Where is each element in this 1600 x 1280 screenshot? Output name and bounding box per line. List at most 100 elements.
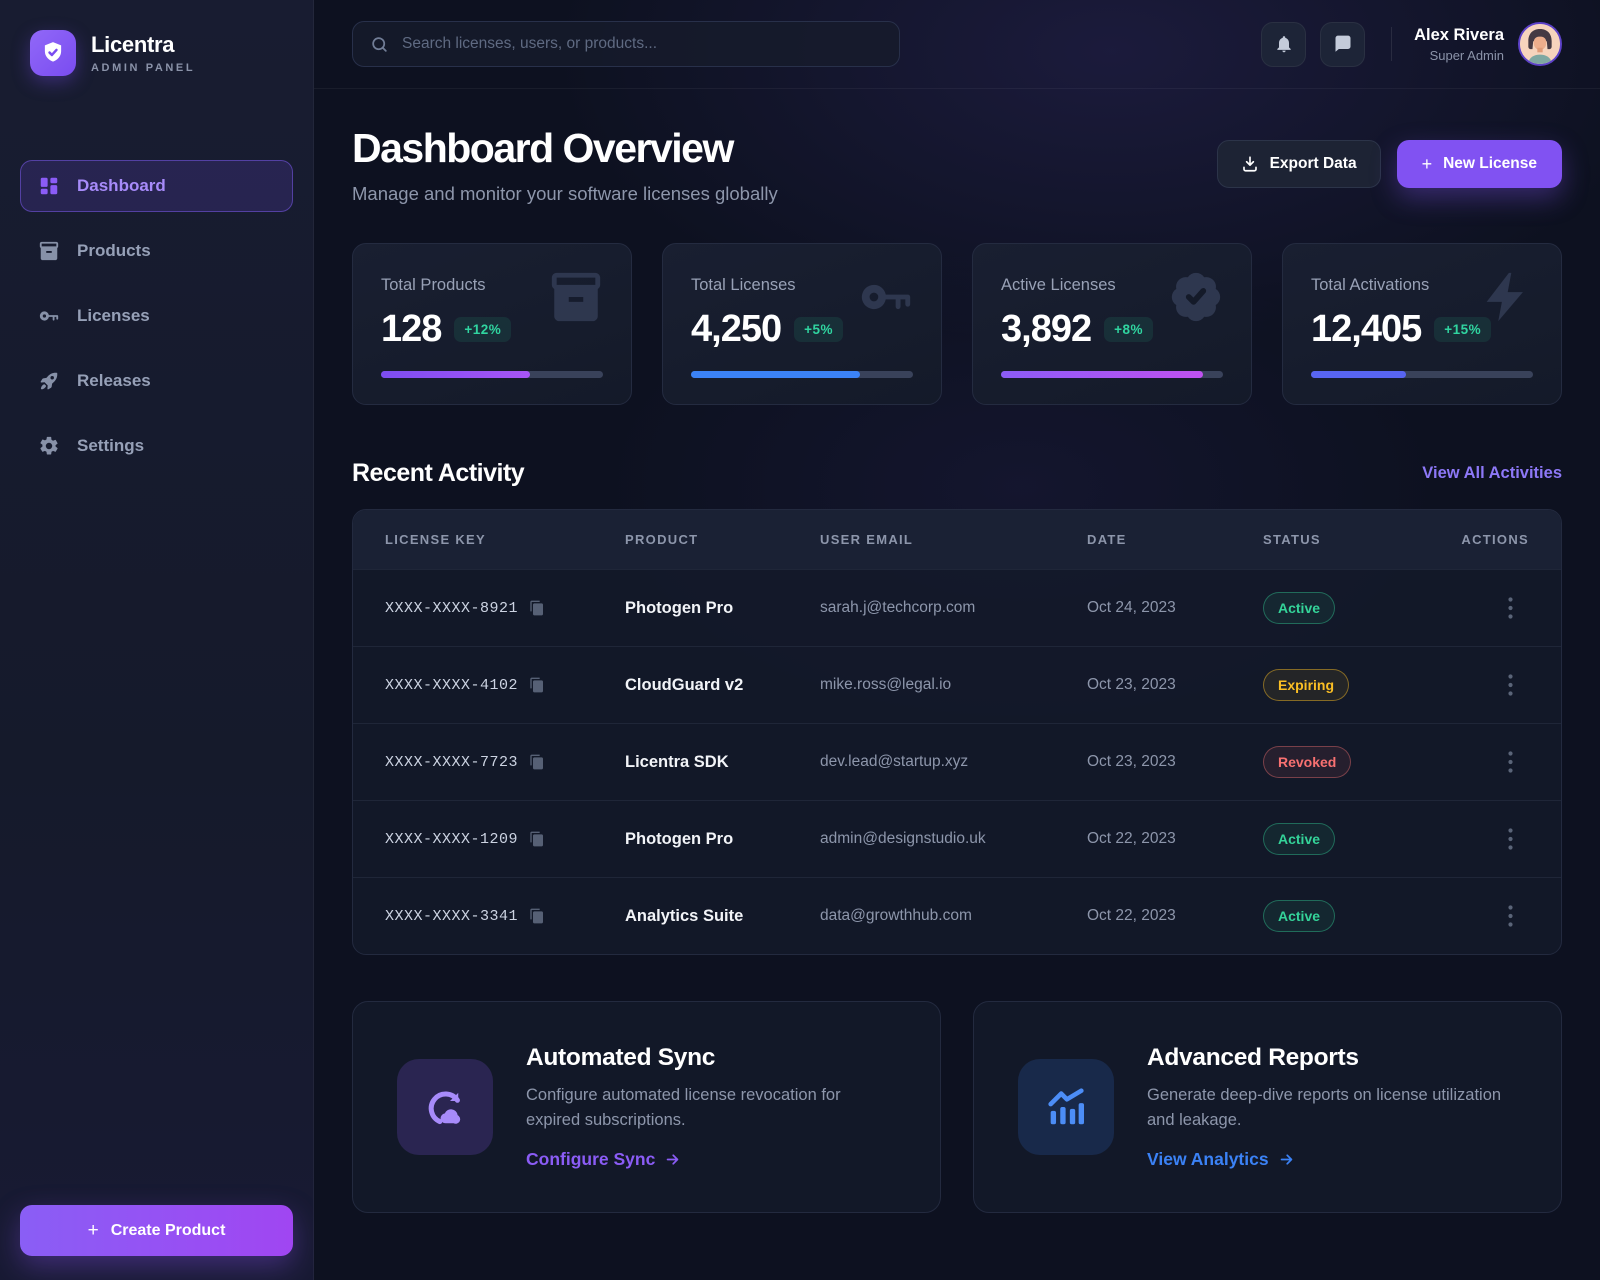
stat-card: Total Licenses 4,250 +5%: [662, 243, 942, 405]
box-icon: [547, 268, 605, 326]
view-all-activities-link[interactable]: View All Activities: [1422, 464, 1562, 482]
copy-button[interactable]: [529, 908, 545, 924]
sidebar-item[interactable]: Releases: [20, 355, 293, 407]
license-key-cell: XXXX-XXXX-3341: [385, 908, 625, 925]
copy-button[interactable]: [529, 831, 545, 847]
sidebar-item-label: Products: [77, 241, 151, 260]
stat-delta-badge: +8%: [1104, 317, 1153, 342]
row-actions-button[interactable]: [1502, 745, 1519, 779]
status-badge: Active: [1263, 823, 1336, 855]
user-menu[interactable]: Alex Rivera Super Admin: [1414, 22, 1562, 66]
user-name: Alex Rivera: [1414, 25, 1504, 44]
stat-progress-fill: [1311, 371, 1407, 378]
brand-name: Licentra: [91, 32, 175, 57]
stat-progress-track: [1311, 371, 1533, 378]
main-area: Alex Rivera Super Admin Dashboard Overvi…: [314, 0, 1600, 1280]
sidebar-item[interactable]: Settings: [20, 420, 293, 472]
table-row: XXXX-XXXX-8921 Photogen Pro sarah.j@tech…: [353, 569, 1561, 646]
stat-delta-badge: +15%: [1434, 317, 1492, 342]
stat-value: 3,892: [1001, 308, 1092, 350]
copy-button[interactable]: [529, 600, 545, 616]
topbar-divider: [1391, 27, 1393, 61]
promo-cards: Automated Sync Configure automated licen…: [352, 1001, 1562, 1269]
new-license-button[interactable]: + New License: [1396, 140, 1562, 188]
stat-progress-fill: [691, 371, 860, 378]
content: Dashboard Overview Manage and monitor yo…: [314, 89, 1600, 1269]
shield-check-icon: [40, 40, 66, 66]
kebab-icon: [1508, 597, 1513, 619]
avatar[interactable]: [1518, 22, 1562, 66]
promo-title: Automated Sync: [526, 1044, 716, 1072]
date-cell: Oct 24, 2023: [1087, 599, 1176, 616]
sidebar-item[interactable]: Dashboard: [20, 160, 293, 212]
promo-card: Automated Sync Configure automated licen…: [352, 1001, 941, 1213]
arrow-right-icon: [1278, 1151, 1295, 1168]
key-icon: [857, 268, 915, 326]
date-cell: Oct 22, 2023: [1087, 907, 1176, 924]
user-role: Super Admin: [1429, 47, 1504, 63]
promo-card: Advanced Reports Generate deep-dive repo…: [973, 1001, 1562, 1213]
date-cell: Oct 23, 2023: [1087, 676, 1176, 693]
stat-label: Total Products: [381, 276, 486, 294]
notifications-button[interactable]: [1261, 21, 1307, 67]
stat-label: Total Licenses: [691, 276, 796, 294]
page-head: Dashboard Overview Manage and monitor yo…: [352, 125, 1562, 205]
copy-icon: [529, 831, 545, 847]
row-actions-button[interactable]: [1502, 899, 1519, 933]
create-product-button[interactable]: + Create Product: [20, 1205, 293, 1256]
stat-value: 128: [381, 308, 442, 350]
brand-logo: [30, 30, 76, 76]
email-cell: data@growthhub.com: [820, 907, 972, 924]
arrow-right-icon: [664, 1151, 681, 1168]
promo-link[interactable]: View Analytics: [1147, 1149, 1295, 1170]
stat-cards: Total Products 128 +12% Total Licenses 4…: [352, 243, 1562, 405]
badge-check-icon: [1167, 268, 1225, 326]
table-row: XXXX-XXXX-1209 Photogen Pro admin@design…: [353, 800, 1561, 877]
product-cell: Analytics Suite: [625, 906, 744, 925]
copy-button[interactable]: [529, 754, 545, 770]
sidebar-item[interactable]: Products: [20, 225, 293, 277]
sidebar: Licentra ADMIN PANEL Dashboard Products …: [0, 0, 314, 1280]
chat-icon: [1333, 34, 1353, 54]
email-cell: dev.lead@startup.xyz: [820, 753, 969, 770]
date-cell: Oct 23, 2023: [1087, 753, 1176, 770]
stat-card: Total Activations 12,405 +15%: [1282, 243, 1562, 405]
sidebar-item[interactable]: Licenses: [20, 290, 293, 342]
export-data-button[interactable]: Export Data: [1216, 140, 1381, 188]
status-badge: Expiring: [1263, 669, 1350, 701]
row-actions-button[interactable]: [1502, 822, 1519, 856]
table-row: XXXX-XXXX-7723 Licentra SDK dev.lead@sta…: [353, 723, 1561, 800]
table-row: XXXX-XXXX-3341 Analytics Suite data@grow…: [353, 877, 1561, 954]
row-actions-button[interactable]: [1502, 668, 1519, 702]
product-cell: Photogen Pro: [625, 598, 734, 617]
promo-description: Configure automated license revocation f…: [526, 1086, 841, 1129]
status-badge: Revoked: [1263, 746, 1352, 778]
plus-icon: +: [1421, 153, 1433, 174]
brand: Licentra ADMIN PANEL: [20, 26, 293, 80]
stat-label: Active Licenses: [1001, 276, 1116, 294]
kebab-icon: [1508, 828, 1513, 850]
copy-icon: [529, 754, 545, 770]
promo-link[interactable]: Configure Sync: [526, 1149, 681, 1170]
search-input[interactable]: [402, 35, 882, 53]
license-key-cell: XXXX-XXXX-8921: [385, 600, 625, 617]
table-row: XXXX-XXXX-4102 CloudGuard v2 mike.ross@l…: [353, 646, 1561, 723]
kebab-icon: [1508, 751, 1513, 773]
email-cell: admin@designstudio.uk: [820, 830, 986, 847]
copy-icon: [529, 677, 545, 693]
sidebar-nav: Dashboard Products Licenses Releases: [20, 160, 293, 472]
search-box[interactable]: [352, 21, 900, 67]
sidebar-item-label: Dashboard: [77, 176, 166, 195]
stat-value: 4,250: [691, 308, 782, 350]
sidebar-item-label: Licenses: [77, 306, 150, 325]
chart-icon: [1018, 1059, 1114, 1155]
copy-button[interactable]: [529, 677, 545, 693]
license-key-cell: XXXX-XXXX-7723: [385, 754, 625, 771]
plus-icon: +: [87, 1219, 99, 1241]
messages-button[interactable]: [1320, 21, 1366, 67]
row-actions-button[interactable]: [1502, 591, 1519, 625]
stat-delta-badge: +5%: [794, 317, 843, 342]
stat-value: 12,405: [1311, 308, 1422, 350]
brand-subtitle: ADMIN PANEL: [91, 62, 196, 74]
stat-progress-fill: [1001, 371, 1204, 378]
